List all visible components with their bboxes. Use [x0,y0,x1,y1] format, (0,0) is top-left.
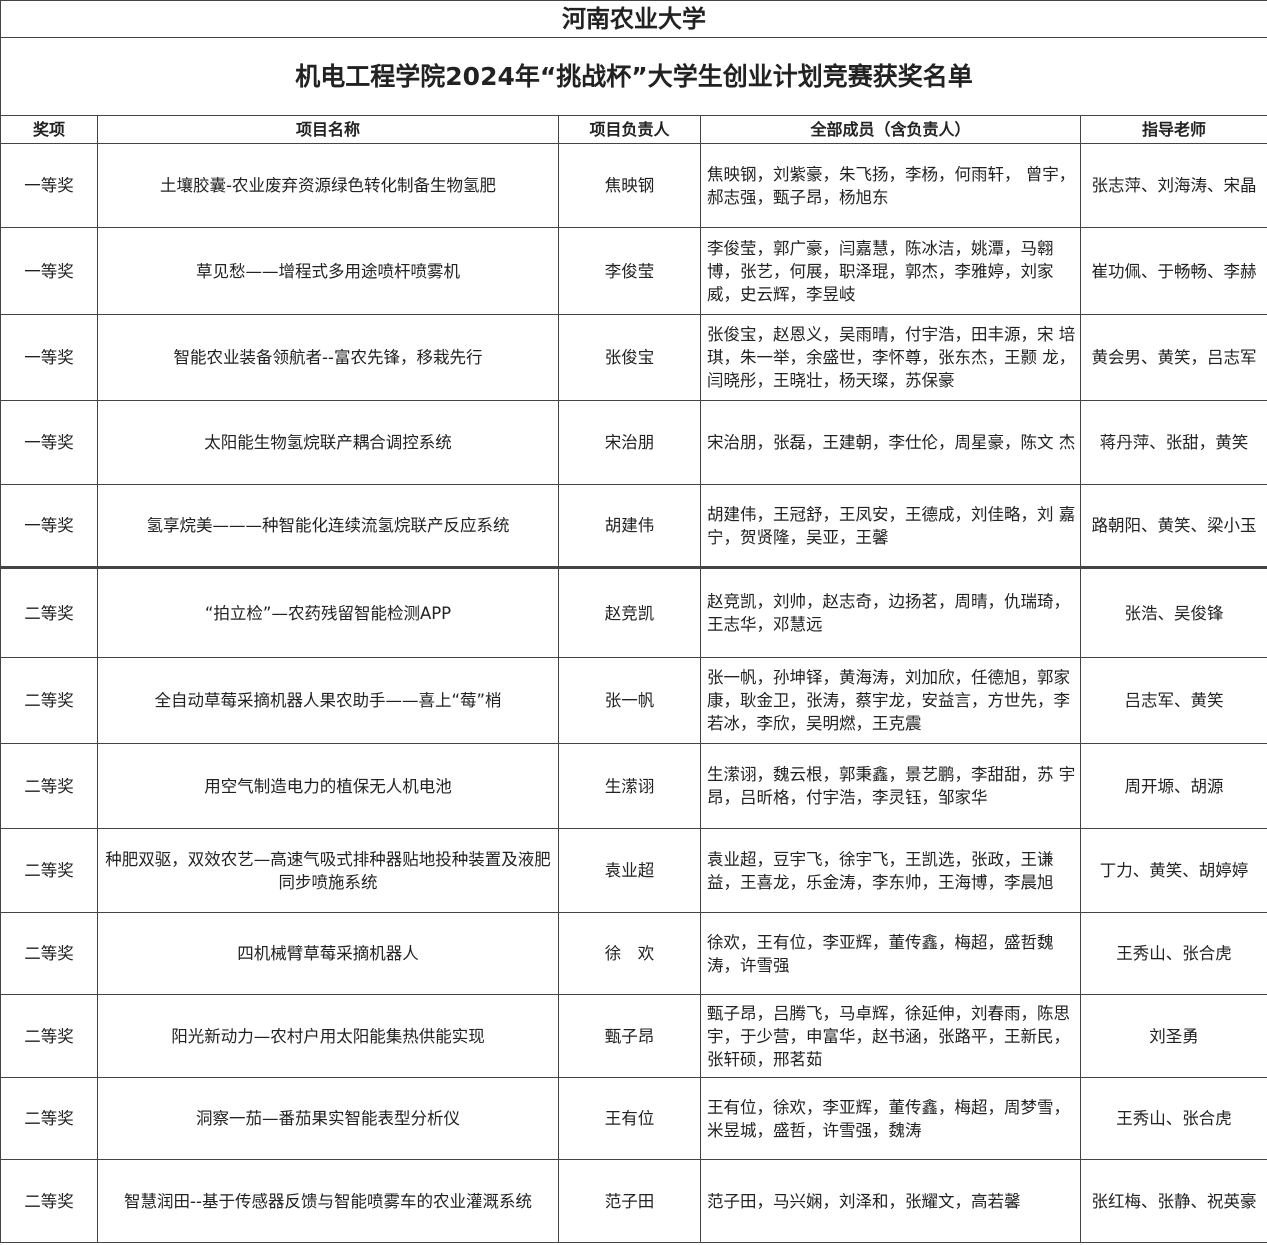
project-name-cell: 四机械臂草莓采摘机器人 [97,912,559,995]
award-cell: 一等奖 [0,400,98,485]
table-row: 二等奖 全自动草莓采摘机器人果农助手——喜上“莓”梢 张一帆 张一帆，孙坤铎，黄海涛，… [0,657,1267,744]
advisors-cell: 周开塬、胡源 [1079,743,1267,829]
members-cell: 张俊宝，赵恩义，吴雨晴，付宇浩，田丰源，宋 培琪，朱一举，余盛世，李怀尊，张东杰… [700,314,1081,401]
members-cell: 徐欢，王有位，李亚辉，董传鑫，梅超，盛哲魏涛，许雪强 [700,912,1081,995]
table-row: 一等奖 氢享烷美———种智能化连续流氢烷联产反应系统 胡建伟 胡建伟，王冠舒，王凤安，… [0,484,1267,568]
project-name-cell: 智能农业装备领航者--富农先锋，移栽先行 [97,314,559,401]
document-title: 机电工程学院2024年“挑战杯”大学生创业计划竞赛获奖名单 [0,37,1267,116]
project-name-cell: 阳光新动力—农村户用太阳能集热供能实现 [97,994,559,1078]
leader-cell: 生潆诩 [558,743,701,829]
leader-cell: 甄子昂 [558,994,701,1078]
award-cell: 一等奖 [0,143,98,228]
members-cell: 张一帆，孙坤铎，黄海涛，刘加欣，任德旭，郭家康，耿金卫，张涛，蔡宇龙，安益言，方… [700,657,1081,744]
advisors-cell: 张红梅、张静、祝英豪 [1079,1159,1267,1243]
members-cell: 袁业超，豆宇飞，徐宇飞，王凯选，张政，王谦益，王喜龙，乐金涛，李东帅，王海博，李… [700,828,1081,913]
table-row: 二等奖 阳光新动力—农村户用太阳能集热供能实现 甄子昂 甄子昂，吕腾飞，马卓辉，徐延伸… [0,994,1267,1078]
university-name: 河南农业大学 [0,0,1267,38]
advisors-cell: 张志萍、刘海涛、宋晶 [1079,143,1267,228]
members-cell: 范子田，马兴娴，刘泽和，张耀文，高若馨 [700,1159,1081,1243]
advisors-cell: 黄会男、黄笑，吕志军 [1079,314,1267,401]
project-name-cell: 氢享烷美———种智能化连续流氢烷联产反应系统 [97,484,559,568]
table-row: 二等奖 “拍立检”—农药残留智能检测APP 赵竞凯 赵竞凯，刘帅，赵志奇，边扬茗，周晴… [0,566,1267,658]
header-leader: 项目负责人 [558,115,701,144]
award-cell: 二等奖 [0,912,98,995]
project-name-cell: 太阳能生物氢烷联产耦合调控系统 [97,400,559,485]
members-cell: 宋治朋，张磊，王建朝，李仕伦，周星豪，陈文 杰 [700,400,1081,485]
header-advisors: 指导老师 [1079,115,1267,144]
table-row: 二等奖 种肥双驱，双效农艺—高速气吸式排种器贴地投种装置及液肥同步喷施系统 袁业超袁… [0,828,1267,913]
members-cell: 赵竞凯，刘帅，赵志奇，边扬茗，周晴，仇瑞琦，王志华，邓慧远 [700,566,1081,658]
header-members: 全部成员（含负责人） [700,115,1081,144]
members-cell: 生潆诩，魏云根，郭秉鑫，景艺鹏，李甜甜，苏 宇昂，吕昕格，付宇浩，李灵钰，邹家华 [700,743,1081,829]
leader-cell: 张一帆 [558,657,701,744]
leader-cell: 袁业超 [558,828,701,913]
award-cell: 一等奖 [0,314,98,401]
project-name-cell: 草见愁——增程式多用途喷杆喷雾机 [97,227,559,315]
table-row: 二等奖 智慧润田--基于传感器反馈与智能喷雾车的农业灌溉系统 范子田 范子田，马兴娴，… [0,1159,1267,1243]
header-award: 奖项 [0,115,98,144]
award-cell: 二等奖 [0,743,98,829]
table-header: 奖项 项目名称 项目负责人 全部成员（含负责人） 指导老师 [0,115,1267,144]
members-cell: 焦映钢，刘紫豪，朱飞扬，李杨，何雨轩， 曾宇，郝志强，甄子昂，杨旭东 [700,143,1081,228]
advisors-cell: 路朝阳、黄笑、梁小玉 [1079,484,1267,568]
advisors-cell: 王秀山、张合虎 [1079,1077,1267,1160]
table-row: 二等奖 四机械臂草莓采摘机器人徐 欢徐欢，王有位，李亚辉，董传鑫，梅超，盛哲魏涛，… [0,912,1267,995]
award-cell: 一等奖 [0,484,98,568]
project-name-cell: 洞察一茄—番茄果实智能表型分析仪 [97,1077,559,1160]
table-row: 二等奖 用空气制造电力的植保无人机电池 生潆诩 生潆诩，魏云根，郭秉鑫，景艺鹏，李甜甜… [0,743,1267,829]
award-cell: 二等奖 [0,566,98,658]
project-name-cell: 种肥双驱，双效农艺—高速气吸式排种器贴地投种装置及液肥同步喷施系统 [97,828,559,913]
project-name-cell: 土壤胶囊-农业废弃资源绿色转化制备生物氢肥 [97,143,559,228]
leader-cell: 胡建伟 [558,484,701,568]
members-cell: 李俊莹，郭广豪，闫嘉慧，陈冰洁，姚潭，马翱 博，张艺，何展，职泽琨，郭杰，李雅婷… [700,227,1081,315]
advisors-cell: 张浩、吴俊锋 [1079,566,1267,658]
advisors-cell: 崔功佩、于畅畅、李赫 [1079,227,1267,315]
table-row: 一等奖 草见愁——增程式多用途喷杆喷雾机 李俊莹 李俊莹，郭广豪，闫嘉慧，陈冰洁，姚潭… [0,227,1267,315]
advisors-cell: 蒋丹萍、张甜，黄笑 [1079,400,1267,485]
leader-cell: 徐 欢 [558,912,701,995]
leader-cell: 王有位 [558,1077,701,1160]
award-cell: 二等奖 [0,1159,98,1243]
award-cell: 二等奖 [0,994,98,1078]
leader-cell: 焦映钢 [558,143,701,228]
award-cell: 二等奖 [0,1077,98,1160]
advisors-cell: 丁力、黄笑、胡婷婷 [1079,828,1267,913]
project-name-cell: 智慧润田--基于传感器反馈与智能喷雾车的农业灌溉系统 [97,1159,559,1243]
leader-cell: 范子田 [558,1159,701,1243]
table-row: 一等奖 智能农业装备领航者--富农先锋，移栽先行 张俊宝 张俊宝，赵恩义，吴雨晴，付宇… [0,314,1267,401]
table-row: 一等奖 太阳能生物氢烷联产耦合调控系统 宋治朋 宋治朋，张磊，王建朝，李仕伦，周星豪，… [0,400,1267,485]
project-name-cell: “拍立检”—农药残留智能检测APP [97,566,559,658]
leader-cell: 张俊宝 [558,314,701,401]
members-cell: 甄子昂，吕腾飞，马卓辉，徐延伸，刘春雨，陈思宇，于少营，申富华，赵书涵，张路平，… [700,994,1081,1078]
members-cell: 王有位，徐欢，李亚辉，董传鑫，梅超，周梦雪，米昱城，盛哲，许雪强，魏涛 [700,1077,1081,1160]
advisors-cell: 吕志军、黄笑 [1079,657,1267,744]
leader-cell: 宋治朋 [558,400,701,485]
table-row: 一等奖 土壤胶囊-农业废弃资源绿色转化制备生物氢肥 焦映钢 焦映钢，刘紫豪，朱飞扬，李… [0,143,1267,228]
header-project: 项目名称 [97,115,559,144]
award-cell: 二等奖 [0,657,98,744]
leader-cell: 李俊莹 [558,227,701,315]
award-cell: 二等奖 [0,828,98,913]
leader-cell: 赵竞凯 [558,566,701,658]
table-row: 二等奖 洞察一茄—番茄果实智能表型分析仪 王有位 王有位，徐欢，李亚辉，董传鑫，梅超，… [0,1077,1267,1160]
project-name-cell: 用空气制造电力的植保无人机电池 [97,743,559,829]
members-cell: 胡建伟，王冠舒，王凤安，王德成，刘佳略，刘 嘉宁，贺贤隆，吴亚，王馨 [700,484,1081,568]
advisors-cell: 刘圣勇 [1079,994,1267,1078]
project-name-cell: 全自动草莓采摘机器人果农助手——喜上“莓”梢 [97,657,559,744]
advisors-cell: 王秀山、张合虎 [1079,912,1267,995]
award-cell: 一等奖 [0,227,98,315]
